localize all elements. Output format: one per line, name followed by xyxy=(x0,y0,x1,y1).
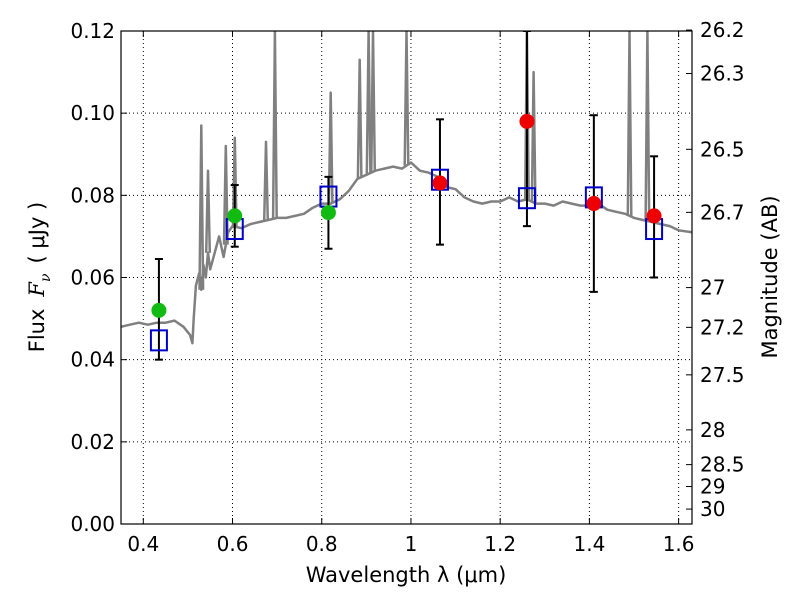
y2-tick-label: 26.2 xyxy=(700,18,745,42)
optical-photometry-point xyxy=(151,302,167,318)
emission-line-spike xyxy=(365,31,372,174)
nir-photometry-point xyxy=(519,113,535,129)
emission-line-spike xyxy=(644,31,651,222)
y2-axis-label: Magnitude (AB) xyxy=(758,195,782,358)
emission-line-spike xyxy=(626,31,633,216)
x-tick-label: 1.2 xyxy=(484,532,516,556)
x-tick-label: 1.4 xyxy=(573,532,605,556)
y-tick-label: 0.04 xyxy=(70,348,115,372)
y-axis-label-nu: ν xyxy=(38,273,54,282)
y-tick-label: 0.10 xyxy=(70,101,115,125)
y2-tick-label: 26.5 xyxy=(700,137,745,161)
x-tick-label: 1 xyxy=(405,532,418,556)
emission-line-spike xyxy=(231,136,238,227)
x-tick-label: 0.8 xyxy=(306,532,338,556)
y2-tick-label: 27 xyxy=(700,276,725,300)
nir-photometry-point xyxy=(646,208,662,224)
x-axis-label: Wavelength λ (μm) xyxy=(306,563,507,587)
x-tick-label: 0.4 xyxy=(127,532,159,556)
y-axis-label: Flux Fν ( μJy ) xyxy=(25,202,54,352)
emission-line-spike xyxy=(523,31,530,200)
markers xyxy=(149,31,664,361)
emission-line-spike xyxy=(204,169,212,253)
nir-photometry-point xyxy=(432,175,448,191)
emission-line-spike xyxy=(327,91,334,204)
plot-area xyxy=(121,31,692,345)
y-tick-label: 0.08 xyxy=(70,183,115,207)
y2-tick-label: 30 xyxy=(700,497,725,521)
emission-line-spike xyxy=(403,31,410,166)
nir-photometry-point xyxy=(586,196,602,212)
x-tick-label: 1.6 xyxy=(663,532,695,556)
y-tick-label: 0.12 xyxy=(70,19,115,43)
y-tick-label: 0.00 xyxy=(70,512,115,536)
emission-line-spike xyxy=(262,140,270,221)
y2-tick-label: 28 xyxy=(700,418,725,442)
y2-tick-label: 26.7 xyxy=(700,200,745,224)
y-axis-label-f: F xyxy=(25,281,49,298)
y2-tick-label: 27.2 xyxy=(700,315,745,339)
emission-line-spike xyxy=(370,31,377,172)
y-axis-label-flux: Flux xyxy=(25,309,49,353)
emission-line-spike xyxy=(356,58,363,178)
y-tick-label: 0.06 xyxy=(70,266,115,290)
model-photometry-square xyxy=(517,187,536,210)
emission-line-spike xyxy=(198,124,205,290)
axes: 0.4 0.6 0.8 1 1.2 1.4 1.6 0.00 0.02 0.04 0.06 0.08 0… xyxy=(70,18,744,556)
emission-line-spike xyxy=(530,70,537,203)
y2-tick-label: 27.5 xyxy=(700,363,745,387)
optical-photometry-point xyxy=(320,205,336,221)
y2-tick-label: 29 xyxy=(700,475,725,499)
y-axis-label-unit: ( μJy ) xyxy=(25,202,49,264)
y2-tick-label: 28.5 xyxy=(700,453,745,477)
emission-line-spike xyxy=(222,144,229,245)
optical-photometry-point xyxy=(227,208,243,224)
x-tick-label: 0.6 xyxy=(217,532,249,556)
emission-line-spike xyxy=(271,31,278,219)
model-photometry-square xyxy=(149,329,168,352)
y2-tick-label: 26.3 xyxy=(700,62,745,86)
y-tick-label: 0.02 xyxy=(70,430,115,454)
